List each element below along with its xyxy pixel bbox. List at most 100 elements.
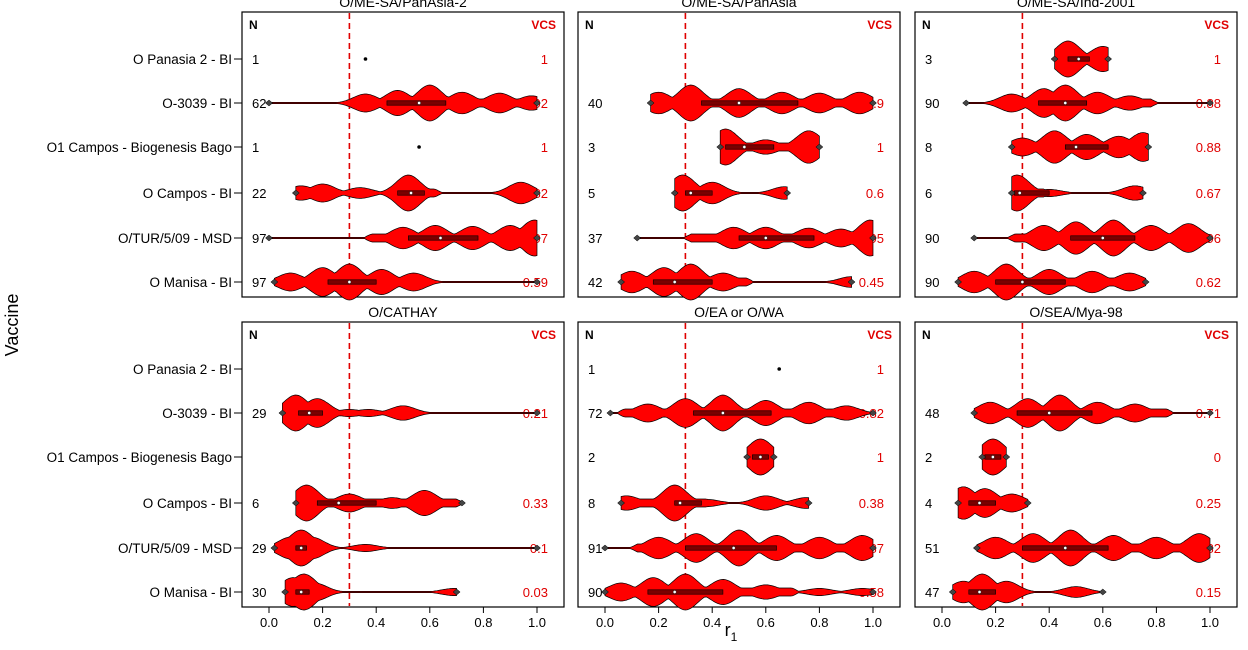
extreme-marker: [716, 143, 725, 151]
single-point: [363, 57, 368, 61]
median-point: [721, 411, 725, 415]
x-axis-title: r1: [725, 620, 738, 644]
violin-shape: [674, 174, 788, 212]
n-count: 97: [252, 275, 266, 290]
x-tick-label: 0.0: [933, 615, 951, 630]
vaccine-label: O-3039 - BI: [162, 406, 232, 421]
median-point: [1076, 57, 1081, 61]
vcs-header: VCS: [531, 328, 556, 342]
extreme-marker: [265, 99, 273, 107]
n-count: 30: [252, 585, 266, 600]
extreme-marker: [1206, 99, 1214, 107]
vcs-header: VCS: [1204, 328, 1229, 342]
iqr-box: [738, 235, 815, 241]
median-point: [299, 590, 303, 594]
n-header: N: [249, 18, 258, 32]
median-point: [758, 455, 763, 459]
extreme-marker: [869, 409, 877, 417]
vcs-header: VCS: [1204, 18, 1229, 32]
x-tick-label: 0.2: [987, 615, 1005, 630]
n-count: 8: [925, 140, 932, 155]
vaccine-row-labels: O Panasia 2 - BI O-3039 - BI O1 Campos - B…: [47, 52, 242, 600]
extreme-marker: [617, 499, 625, 507]
median-point: [1047, 411, 1051, 415]
violin-shape: [274, 529, 538, 567]
panel-frame: [577, 321, 901, 608]
x-tick-label: 0.2: [650, 615, 668, 630]
n-count: 48: [925, 406, 939, 421]
extreme-marker: [804, 499, 813, 507]
extreme-marker: [1002, 453, 1011, 461]
iqr-box: [725, 144, 775, 150]
iqr-box: [693, 410, 772, 416]
extreme-marker: [972, 544, 981, 552]
vcs-value: 1: [541, 52, 548, 67]
n-count: 97: [252, 231, 266, 246]
iqr-box: [1016, 410, 1093, 416]
vaccine-label: O/TUR/5/09 - MSD: [118, 541, 232, 556]
extreme-marker: [270, 278, 279, 286]
extreme-marker: [458, 499, 466, 507]
median-point: [299, 546, 303, 550]
extreme-marker: [265, 234, 273, 242]
extreme-marker: [1206, 544, 1214, 552]
violin-shape: [1011, 174, 1144, 212]
extreme-marker: [869, 234, 877, 242]
iqr-box: [408, 235, 479, 241]
n-count: 1: [588, 362, 595, 377]
extreme-marker: [533, 409, 541, 417]
y-axis-title: Vaccine: [2, 294, 22, 357]
extreme-marker: [1023, 499, 1032, 507]
median-point: [1063, 546, 1068, 550]
median-point: [742, 145, 747, 149]
median-point: [731, 546, 736, 550]
median-point: [678, 501, 682, 505]
n-header: N: [585, 18, 594, 32]
n-count: 90: [925, 275, 939, 290]
x-tick-label: 1.0: [528, 615, 546, 630]
extreme-marker: [1007, 143, 1016, 151]
vaccine-label: O Panasia 2 - BI: [133, 362, 232, 377]
vcs-value: 0.45: [859, 275, 884, 290]
median-point: [977, 501, 982, 505]
extreme-marker: [783, 189, 792, 197]
vcs-value: 1: [1214, 52, 1221, 67]
iqr-box: [968, 589, 996, 595]
median-point: [417, 101, 421, 105]
violin-shape: [620, 484, 810, 522]
extreme-marker: [1007, 189, 1016, 197]
x-tick-label: 0.6: [757, 615, 775, 630]
vcs-value: 0.25: [1196, 496, 1221, 511]
vcs-value: 0.67: [1196, 186, 1221, 201]
violin-shape: [965, 84, 1211, 122]
vcs-value: 1: [541, 140, 548, 155]
x-axis-title-main: r: [725, 620, 731, 640]
extreme-marker: [601, 588, 609, 596]
vcs-value: 1: [877, 362, 884, 377]
panel-title: O/ME-SA/PanAsia: [681, 0, 796, 10]
n-count: 8: [588, 496, 595, 511]
extreme-marker: [291, 499, 300, 507]
vaccine-label: O-3039 - BI: [162, 96, 232, 111]
extreme-marker: [954, 499, 962, 507]
vaccine-label: O1 Campos - Biogenesis Bago: [47, 140, 232, 155]
vcs-value: 0.62: [1196, 275, 1221, 290]
vaccine-label: O Campos - BI: [143, 186, 232, 201]
n-count: 3: [588, 140, 595, 155]
extreme-marker: [278, 409, 287, 417]
n-count: 90: [588, 585, 602, 600]
panel-frame: [914, 321, 1238, 608]
single-point: [417, 145, 421, 149]
n-count: 1: [252, 52, 259, 67]
vaccine-label: O Manisa - BI: [149, 275, 232, 290]
n-count: 2: [588, 450, 595, 465]
median-point: [672, 590, 677, 594]
median-point: [438, 236, 443, 240]
x-tick-label: 0.2: [314, 615, 332, 630]
violin-shape: [274, 263, 538, 301]
extreme-marker: [869, 588, 877, 596]
iqr-box: [316, 500, 377, 506]
panel-frame: [241, 321, 565, 608]
n-header: N: [922, 328, 931, 342]
vaccine-label: O Campos - BI: [143, 496, 232, 511]
